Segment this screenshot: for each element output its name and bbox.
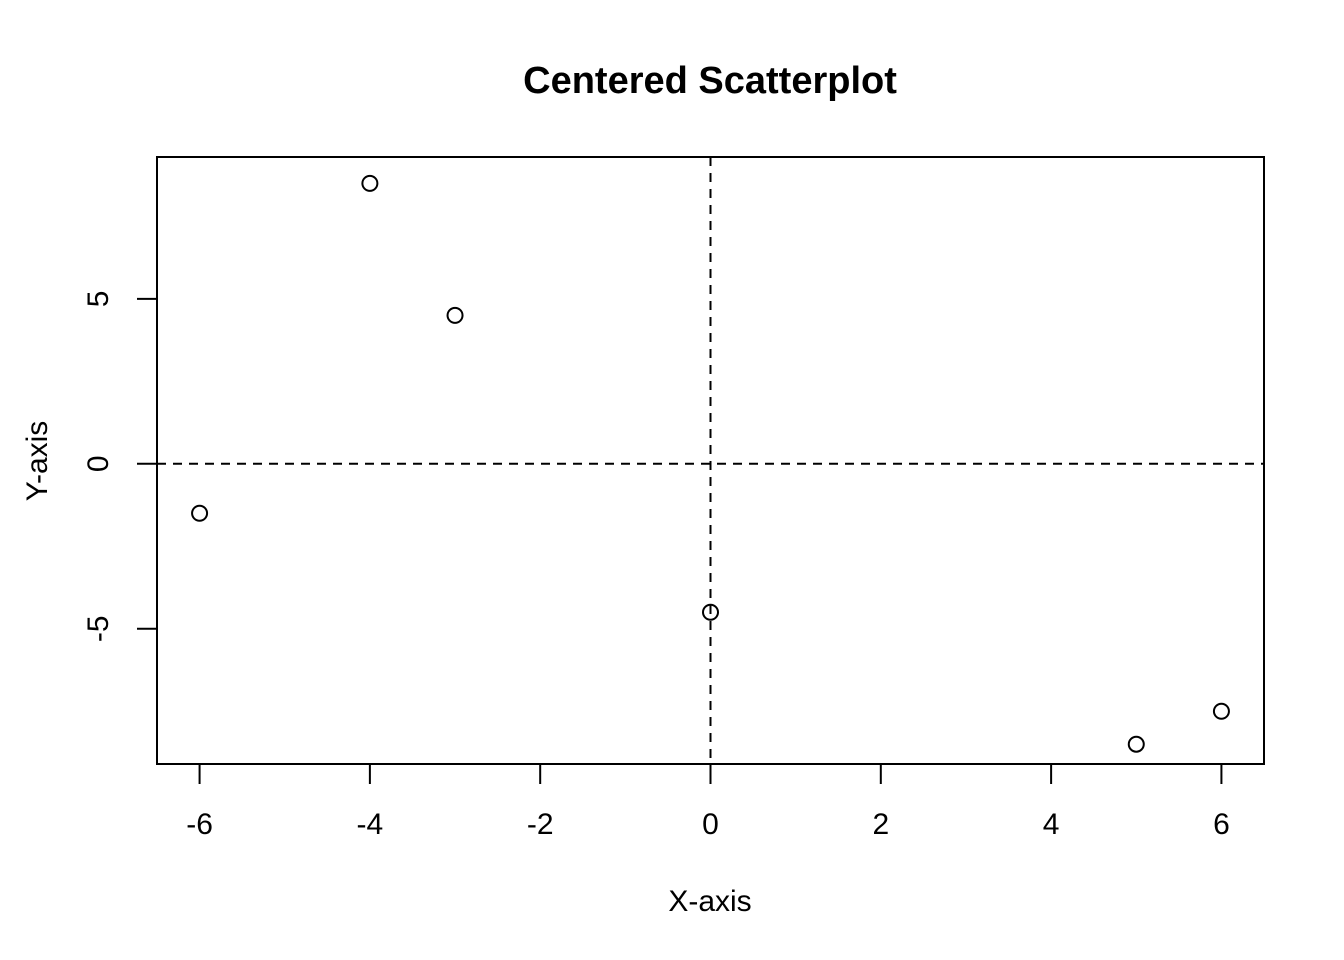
x-tick-label: 6 (1213, 808, 1230, 841)
x-tick-label: 4 (1043, 808, 1060, 841)
x-tick-label: 2 (872, 808, 889, 841)
x-tick-label: -2 (527, 808, 554, 841)
data-point (191, 504, 209, 522)
x-tick-label: -6 (186, 808, 213, 841)
data-point (702, 603, 719, 621)
y-axis-label: Y-axis (21, 421, 54, 502)
x-axis: -6 -4 -2 0 2 4 6 (186, 763, 1230, 841)
y-tick-label: 0 (82, 455, 115, 472)
y-tick-label: 5 (82, 291, 115, 308)
reference-lines (157, 157, 1264, 764)
y-tick-label: -5 (82, 615, 115, 642)
x-tick-label: -4 (357, 808, 384, 841)
x-axis-label: X-axis (668, 885, 751, 918)
data-point (1127, 735, 1145, 753)
data-point (361, 174, 379, 192)
data-point (1212, 702, 1230, 720)
data-point (446, 306, 464, 324)
x-tick-label: 0 (702, 808, 719, 841)
data-points (191, 174, 1230, 753)
chart-title: Centered Scatterplot (523, 60, 897, 102)
y-axis: -5 0 5 (82, 291, 158, 642)
